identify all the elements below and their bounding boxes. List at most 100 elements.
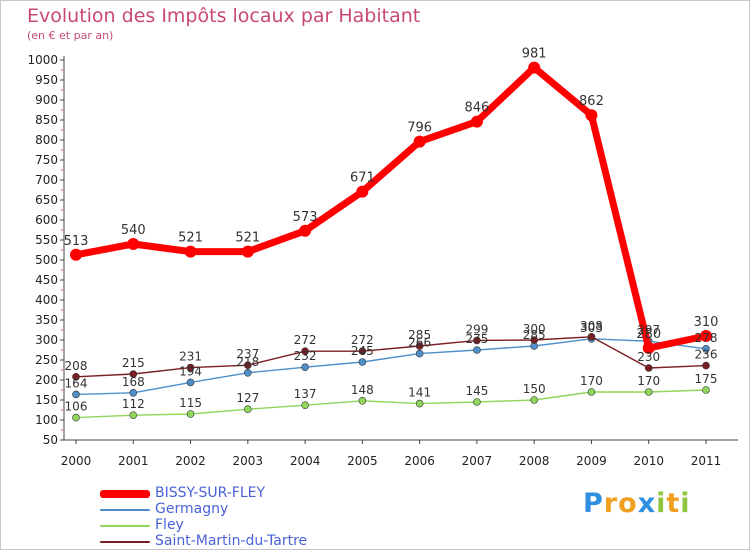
y-tick-label: 900 bbox=[35, 93, 58, 107]
legend-swatch bbox=[100, 541, 150, 543]
data-label: 170 bbox=[637, 374, 660, 388]
data-label: 285 bbox=[408, 328, 431, 342]
y-tick-label: 150 bbox=[35, 393, 58, 407]
legend-label: Germagny bbox=[155, 501, 229, 517]
data-label: 218 bbox=[236, 355, 259, 369]
data-label: 145 bbox=[465, 384, 488, 398]
data-point bbox=[702, 344, 710, 353]
logo-letter: t bbox=[666, 488, 681, 519]
data-label: 796 bbox=[407, 121, 432, 136]
y-tick-label: 500 bbox=[35, 253, 58, 267]
data-point bbox=[301, 363, 309, 372]
data-point bbox=[585, 109, 598, 122]
data-point bbox=[644, 364, 653, 372]
data-label: 285 bbox=[523, 328, 546, 342]
data-point bbox=[587, 332, 596, 341]
data-point bbox=[356, 185, 369, 198]
proxiti-logo: Proxiti bbox=[583, 488, 691, 519]
data-label: 308 bbox=[580, 319, 603, 333]
data-label: 112 bbox=[122, 397, 145, 411]
y-tick-label: 100 bbox=[35, 413, 58, 427]
y-tick-label: 600 bbox=[35, 213, 58, 227]
data-label: 266 bbox=[408, 336, 431, 350]
data-point bbox=[72, 413, 80, 422]
data-label: 573 bbox=[293, 210, 318, 225]
data-label: 115 bbox=[179, 396, 202, 410]
chart-title: Evolution des Impôts locaux par Habitant bbox=[27, 5, 421, 27]
data-point bbox=[473, 346, 481, 354]
data-point bbox=[358, 358, 367, 366]
x-tick-label: 2002 bbox=[175, 454, 206, 468]
x-tick-label: 2006 bbox=[404, 454, 435, 468]
data-point bbox=[301, 401, 309, 410]
y-tick-label: 1000 bbox=[27, 53, 58, 67]
data-point bbox=[358, 396, 367, 405]
data-point bbox=[127, 238, 140, 250]
data-label: 846 bbox=[464, 101, 489, 116]
data-label: 164 bbox=[65, 376, 88, 390]
data-label: 208 bbox=[65, 359, 88, 373]
y-tick-label: 400 bbox=[35, 293, 58, 307]
data-point bbox=[72, 390, 80, 399]
data-label: 245 bbox=[351, 344, 374, 358]
y-tick-label: 50 bbox=[43, 433, 58, 447]
data-label: 300 bbox=[523, 322, 546, 336]
logo-letter: P bbox=[583, 488, 604, 519]
data-label: 194 bbox=[179, 364, 202, 378]
data-label: 299 bbox=[465, 322, 488, 336]
x-tick-label: 2001 bbox=[118, 454, 149, 468]
data-point bbox=[244, 361, 252, 370]
data-label: 106 bbox=[65, 400, 88, 414]
data-label: 175 bbox=[695, 372, 718, 386]
data-point bbox=[415, 342, 424, 350]
data-label: 215 bbox=[122, 356, 145, 370]
legend-swatch bbox=[100, 525, 150, 527]
data-label: 981 bbox=[522, 47, 547, 62]
data-label: 521 bbox=[235, 231, 260, 246]
x-tick-label: 2009 bbox=[576, 454, 607, 468]
data-point bbox=[186, 363, 195, 372]
data-point bbox=[528, 61, 541, 74]
data-point bbox=[244, 368, 252, 377]
series-line-0 bbox=[72, 64, 710, 352]
data-label: 297 bbox=[637, 323, 660, 337]
data-point bbox=[470, 115, 483, 128]
series-line-2 bbox=[75, 389, 707, 419]
data-point bbox=[415, 399, 424, 408]
data-label: 141 bbox=[408, 386, 431, 400]
legend-label: BISSY-SUR-FLEY bbox=[155, 485, 266, 501]
x-tick-label: 2010 bbox=[633, 454, 664, 468]
data-label: 127 bbox=[236, 391, 259, 405]
data-label: 540 bbox=[121, 223, 146, 238]
y-tick-label: 800 bbox=[35, 133, 58, 147]
data-label: 272 bbox=[351, 333, 374, 347]
data-label: 150 bbox=[523, 382, 546, 396]
data-point bbox=[473, 398, 481, 406]
y-tick-label: 700 bbox=[35, 173, 58, 187]
x-tick-label: 2007 bbox=[462, 454, 493, 468]
data-point bbox=[129, 388, 138, 397]
data-point bbox=[184, 245, 197, 258]
data-point bbox=[186, 410, 195, 418]
series-line-1 bbox=[75, 338, 707, 396]
x-tick-label: 2000 bbox=[61, 454, 92, 468]
data-label: 137 bbox=[294, 387, 317, 401]
series-line-3 bbox=[75, 336, 707, 378]
legend-label: Fley bbox=[155, 517, 184, 533]
data-label: 170 bbox=[580, 374, 603, 388]
data-label: 275 bbox=[465, 332, 488, 346]
data-label: 237 bbox=[236, 347, 259, 361]
data-point bbox=[642, 342, 655, 354]
data-label: 230 bbox=[637, 350, 660, 364]
y-tick-label: 350 bbox=[35, 313, 58, 327]
data-label: 303 bbox=[580, 321, 603, 335]
data-point bbox=[700, 330, 712, 342]
data-point bbox=[358, 347, 367, 356]
data-point bbox=[644, 388, 653, 396]
data-point bbox=[186, 378, 195, 387]
data-point bbox=[473, 336, 481, 345]
data-point bbox=[702, 361, 710, 370]
data-point bbox=[70, 248, 82, 261]
x-tick-label: 2004 bbox=[290, 454, 321, 468]
